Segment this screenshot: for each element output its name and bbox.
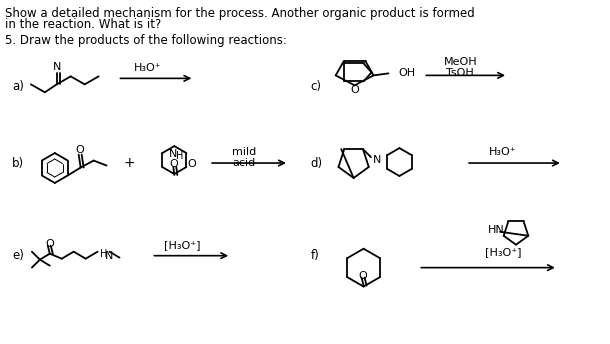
Text: 5. Draw the products of the following reactions:: 5. Draw the products of the following re… [5, 34, 287, 46]
Text: HN: HN [488, 225, 505, 235]
Text: O: O [350, 85, 359, 95]
Text: c): c) [310, 80, 322, 93]
Text: H: H [176, 151, 183, 161]
Text: O: O [75, 144, 84, 154]
Text: acid: acid [232, 158, 256, 168]
Text: OH: OH [398, 68, 415, 78]
Text: mild: mild [232, 147, 256, 157]
Text: N: N [52, 62, 61, 72]
Text: e): e) [12, 249, 24, 262]
Text: O: O [358, 271, 367, 281]
Text: H: H [99, 249, 107, 259]
Text: O: O [169, 159, 178, 169]
Text: [H₃O⁺]: [H₃O⁺] [164, 240, 201, 250]
Text: f): f) [310, 249, 320, 262]
Text: MeOH: MeOH [443, 57, 477, 67]
Text: b): b) [12, 157, 24, 170]
Text: H₃O⁺: H₃O⁺ [134, 63, 161, 73]
Text: in the reaction. What is it?: in the reaction. What is it? [5, 18, 161, 31]
Text: a): a) [12, 80, 24, 93]
Text: N: N [169, 149, 178, 159]
Text: [H₃O⁺]: [H₃O⁺] [485, 247, 522, 257]
Text: H₃O⁺: H₃O⁺ [489, 147, 517, 157]
Text: d): d) [310, 157, 323, 170]
Text: Show a detailed mechanism for the process. Another organic product is formed: Show a detailed mechanism for the proces… [5, 7, 475, 20]
Text: N: N [104, 251, 113, 261]
Text: O: O [187, 159, 196, 169]
Text: +: + [124, 156, 135, 170]
Text: N: N [373, 155, 382, 165]
Text: O: O [45, 239, 54, 249]
Text: TsOH: TsOH [447, 68, 474, 78]
